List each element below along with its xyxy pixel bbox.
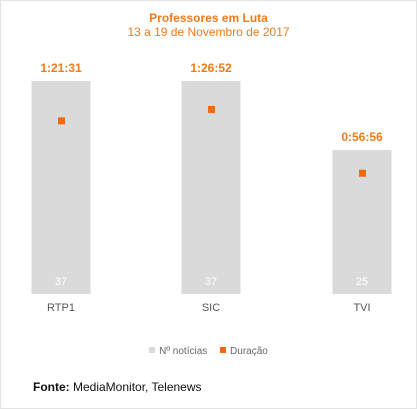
duration-label: 0:56:56 (341, 130, 383, 144)
category-label: SIC (202, 302, 220, 314)
duration-marker-rtp1 (58, 117, 65, 125)
legend-label-duration: Duração (230, 346, 268, 357)
bar-value-label: 37 (205, 276, 217, 288)
bar-chart: 37 1:21:31 RTP1 37 1:26:52 SIC 25 0:56:56 TVI (31, 61, 392, 314)
bar-rtp1 (31, 81, 91, 294)
chart-subtitle: 13 a 19 de Novembro de 2017 (127, 25, 290, 39)
duration-marker-tvi (359, 169, 366, 177)
legend-label-news-count: Nº notícias (159, 346, 208, 357)
category-label: RTP1 (47, 302, 75, 314)
legend-item-duration[interactable]: Duração (220, 346, 268, 357)
duration-marker-sic (208, 105, 215, 113)
bar-sic (181, 81, 241, 294)
chart-legend: Nº notícias Duração (0, 346, 417, 357)
duration-label: 1:21:31 (40, 61, 82, 75)
legend-item-news-count[interactable]: Nº notícias (149, 346, 207, 357)
duration-label: 1:26:52 (190, 61, 232, 75)
bar-value-label: 25 (356, 276, 368, 288)
legend-swatch-bar (149, 347, 156, 353)
source-note: Fonte: MediaMonitor, Telenews (33, 380, 202, 394)
chart-title: Professores em Luta (149, 11, 268, 25)
legend-swatch-marker (220, 347, 227, 353)
category-label: TVI (353, 302, 370, 314)
source-text: MediaMonitor, Telenews (73, 380, 202, 394)
bar-value-label: 37 (55, 276, 67, 288)
source-label: Fonte: (33, 380, 70, 394)
